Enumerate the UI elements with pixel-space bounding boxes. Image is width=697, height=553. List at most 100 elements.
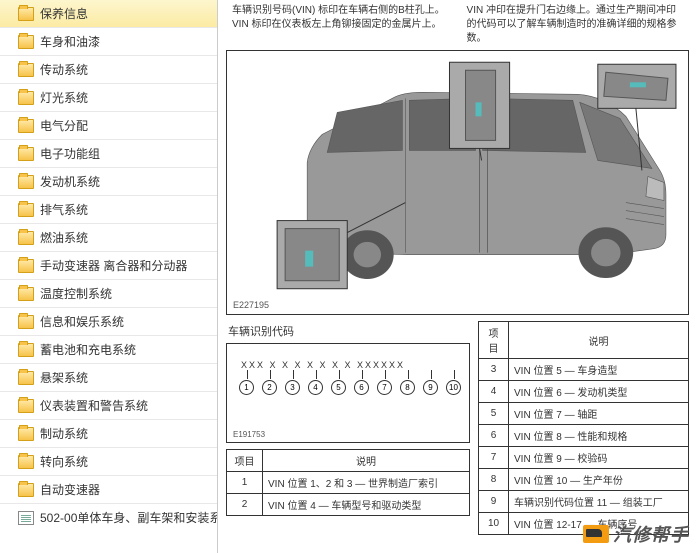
table-cell: VIN 位置 9 — 校验码	[509, 447, 689, 469]
table-cell: 9	[479, 491, 509, 513]
vin-circle-6: 6	[354, 380, 369, 395]
table-header: 项目	[479, 322, 509, 359]
tree-item-label: 车身和油漆	[40, 33, 100, 50]
tree-item-label: 仪表装置和警告系统	[40, 397, 148, 414]
tree-item-3[interactable]: 灯光系统	[0, 83, 217, 111]
table-row: 9车辆识别代码位置 11 — 组装工厂	[479, 491, 689, 513]
vin-circle-9: 9	[423, 380, 438, 395]
diagram-code: E227195	[233, 300, 269, 310]
tree-item-5[interactable]: 电子功能组	[0, 139, 217, 167]
tree-item-18[interactable]: 502-00单体车身、副车架和安装系统	[0, 503, 217, 531]
vin-circle-1: 1	[239, 380, 254, 395]
vin-circle-2: 2	[262, 380, 277, 395]
tree-item-0[interactable]: 保养信息	[0, 0, 217, 27]
tree-item-6[interactable]: 发动机系统	[0, 167, 217, 195]
tree-item-9[interactable]: 手动变速器 离合器和分动器	[0, 251, 217, 279]
table-header: 说明	[509, 322, 689, 359]
vin-circle-4: 4	[308, 380, 323, 395]
folder-icon	[18, 399, 34, 413]
tree-item-11[interactable]: 信息和娱乐系统	[0, 307, 217, 335]
tree-item-10[interactable]: 温度控制系统	[0, 279, 217, 307]
car-illustration-svg	[227, 51, 688, 314]
tree-item-label: 制动系统	[40, 425, 88, 442]
table-header: 说明	[263, 450, 470, 472]
folder-icon	[18, 231, 34, 245]
vin-pattern: XXX X X X X X X X XXXXXX	[235, 360, 461, 370]
table-cell: 3	[479, 359, 509, 381]
table-cell: 车辆识别代码位置 11 — 组装工厂	[509, 491, 689, 513]
table-cell: 1	[227, 472, 263, 494]
tree-item-label: 温度控制系统	[40, 285, 112, 302]
tree-item-13[interactable]: 悬架系统	[0, 363, 217, 391]
tree-item-label: 502-00单体车身、副车架和安装系统	[40, 509, 218, 526]
vin-table-left: 项目说明1VIN 位置 1、2 和 3 — 世界制造厂索引2VIN 位置 4 —…	[226, 449, 470, 516]
vin-circle-8: 8	[400, 380, 415, 395]
content-pane: 车辆识别号码(VIN) 标印在车辆右侧的B柱孔上。VIN 标印在仪表板左上角铆接…	[218, 0, 697, 553]
table-row: 3VIN 位置 5 — 车身造型	[479, 359, 689, 381]
watermark: 汽修帮手	[583, 521, 689, 547]
table-cell: 5	[479, 403, 509, 425]
tree-item-label: 燃油系统	[40, 229, 88, 246]
tree-item-label: 蓄电池和充电系统	[40, 341, 136, 358]
table-cell: VIN 位置 4 — 车辆型号和驱动类型	[263, 494, 470, 516]
tree-item-label: 传动系统	[40, 61, 88, 78]
tree-item-15[interactable]: 制动系统	[0, 419, 217, 447]
folder-icon	[18, 35, 34, 49]
table-row: 4VIN 位置 6 — 发动机类型	[479, 381, 689, 403]
vin-table-right: 项目说明3VIN 位置 5 — 车身造型4VIN 位置 6 — 发动机类型5VI…	[478, 321, 689, 535]
table-cell: VIN 位置 8 — 性能和规格	[509, 425, 689, 447]
folder-icon	[18, 427, 34, 441]
folder-icon	[18, 343, 34, 357]
folder-icon	[18, 7, 34, 21]
vin-position-diagram: XXX X X X X X X X XXXXXX 12345678910 E19…	[226, 343, 470, 443]
folder-icon	[18, 455, 34, 469]
tree-item-label: 发动机系统	[40, 173, 100, 190]
table-cell: 2	[227, 494, 263, 516]
tree-item-label: 排气系统	[40, 201, 88, 218]
vin-circle-5: 5	[331, 380, 346, 395]
vin-circle-7: 7	[377, 380, 392, 395]
table-cell: 4	[479, 381, 509, 403]
table-row: 7VIN 位置 9 — 校验码	[479, 447, 689, 469]
watermark-car-icon	[583, 525, 609, 543]
table-cell: VIN 位置 7 — 轴距	[509, 403, 689, 425]
tree-item-label: 悬架系统	[40, 369, 88, 386]
table-cell: VIN 位置 10 — 生产年份	[509, 469, 689, 491]
top-text-left: 车辆识别号码(VIN) 标印在车辆右侧的B柱孔上。VIN 标印在仪表板左上角铆接…	[232, 4, 448, 46]
tree-item-7[interactable]: 排气系统	[0, 195, 217, 223]
table-row: 2VIN 位置 4 — 车辆型号和驱动类型	[227, 494, 470, 516]
document-icon	[18, 511, 34, 525]
tree-item-17[interactable]: 自动变速器	[0, 475, 217, 503]
table-cell: VIN 位置 1、2 和 3 — 世界制造厂索引	[263, 472, 470, 494]
vehicle-diagram: E227195	[226, 50, 689, 315]
vin-diagram-code: E191753	[233, 430, 265, 439]
vin-section-title: 车辆识别代码	[226, 321, 470, 343]
folder-icon	[18, 483, 34, 497]
folder-icon	[18, 371, 34, 385]
tree-item-label: 信息和娱乐系统	[40, 313, 124, 330]
table-row: 1VIN 位置 1、2 和 3 — 世界制造厂索引	[227, 472, 470, 494]
tree-item-4[interactable]: 电气分配	[0, 111, 217, 139]
vin-circle-3: 3	[285, 380, 300, 395]
sidebar-tree: 保养信息车身和油漆传动系统灯光系统电气分配电子功能组发动机系统排气系统燃油系统手…	[0, 0, 218, 553]
tree-item-1[interactable]: 车身和油漆	[0, 27, 217, 55]
top-text-right: VIN 冲印在提升门右边缘上。通过生产期间冲印的代码可以了解车辆制造时的准确详细…	[467, 4, 683, 46]
tree-item-2[interactable]: 传动系统	[0, 55, 217, 83]
tree-item-16[interactable]: 转向系统	[0, 447, 217, 475]
tree-item-12[interactable]: 蓄电池和充电系统	[0, 335, 217, 363]
right-column: 项目说明3VIN 位置 5 — 车身造型4VIN 位置 6 — 发动机类型5VI…	[478, 321, 689, 535]
tree-item-14[interactable]: 仪表装置和警告系统	[0, 391, 217, 419]
table-row: 5VIN 位置 7 — 轴距	[479, 403, 689, 425]
folder-icon	[18, 175, 34, 189]
bottom-section: 车辆识别代码 XXX X X X X X X X XXXXXX 12345678…	[226, 321, 689, 535]
tree-item-label: 电子功能组	[40, 145, 100, 162]
table-row: 6VIN 位置 8 — 性能和规格	[479, 425, 689, 447]
tree-item-8[interactable]: 燃油系统	[0, 223, 217, 251]
folder-icon	[18, 315, 34, 329]
folder-icon	[18, 91, 34, 105]
table-cell: 10	[479, 513, 509, 535]
watermark-text: 汽修帮手	[613, 521, 689, 547]
table-cell: 7	[479, 447, 509, 469]
table-cell: VIN 位置 6 — 发动机类型	[509, 381, 689, 403]
table-row: 8VIN 位置 10 — 生产年份	[479, 469, 689, 491]
